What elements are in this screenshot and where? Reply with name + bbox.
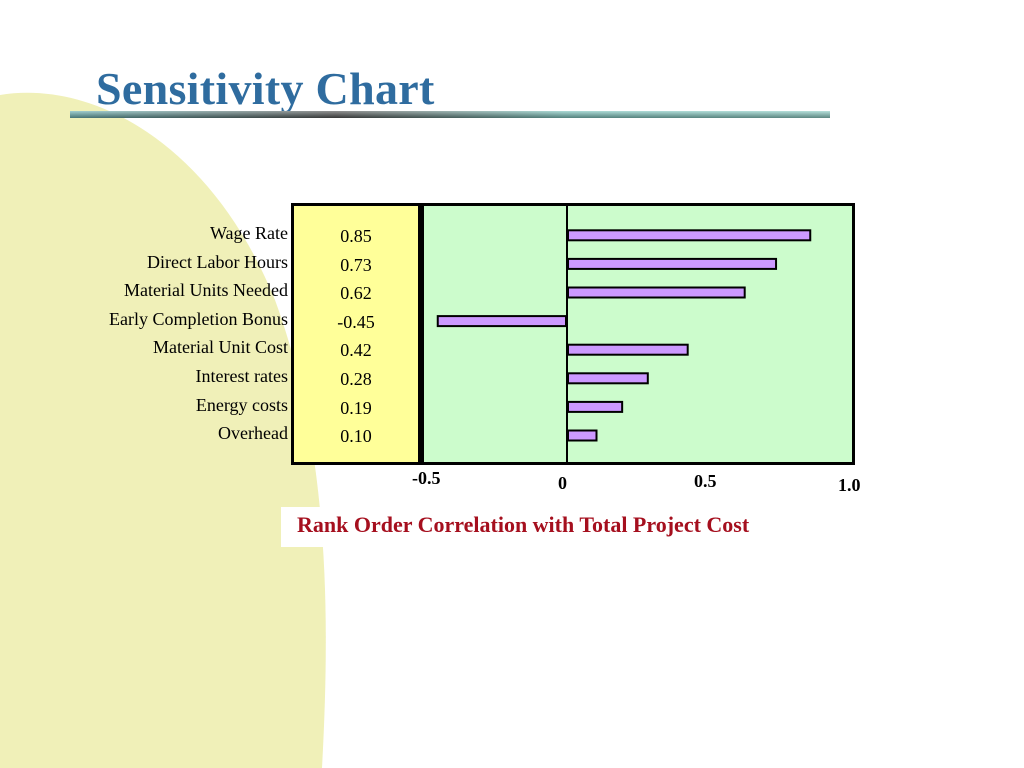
x-axis-caption-box: Rank Order Correlation with Total Projec… [281,507,851,547]
bar-wage-rate [567,229,812,242]
bar-direct-labor-hours [567,257,778,270]
category-label: Wage Rate [209,223,288,243]
bar-material-unit-cost [567,343,689,356]
title-underline [70,111,830,118]
category-label: Material Units Needed [124,280,288,301]
category-label: Early Completion Bonus [109,308,288,329]
value-label: 0.73 [340,254,372,275]
category-label: Energy costs [195,394,288,415]
sensitivity-chart: 0.85 0.73 0.62 -0.45 0.42 0.28 0.19 0.10 [291,203,855,465]
bar-overhead [567,429,598,442]
value-label: 0.19 [340,397,372,418]
category-label: Overhead [218,423,288,444]
value-label: 0.42 [340,340,372,361]
x-tick-label: 0 [558,473,567,493]
category-labels: Wage Rate Direct Labor Hours Material Un… [40,219,288,448]
x-axis-caption: Rank Order Correlation with Total Projec… [297,512,750,537]
value-label: -0.45 [337,311,375,332]
x-tick-label: -0.5 [412,468,441,488]
x-tick-label: 0.5 [694,471,717,491]
values-panel: 0.85 0.73 0.62 -0.45 0.42 0.28 0.19 0.10 [294,206,418,462]
value-label: 0.85 [340,226,372,246]
category-label: Direct Labor Hours [147,251,288,272]
values-divider [418,206,424,462]
bar-early-completion-bonus [436,315,567,328]
bar-energy-costs [567,400,624,413]
value-label: 0.62 [340,283,372,304]
value-label: 0.10 [340,426,372,447]
bar-plot-area [436,206,812,462]
bar-material-units-needed [567,286,746,299]
value-label: 0.28 [340,369,372,389]
bar-interest-rates [567,372,649,385]
x-tick-label: 1.0 [838,475,861,495]
slide-title: Sensitivity Chart [96,63,435,114]
category-label: Material Unit Cost [153,337,288,358]
category-label: Interest rates [195,365,288,386]
